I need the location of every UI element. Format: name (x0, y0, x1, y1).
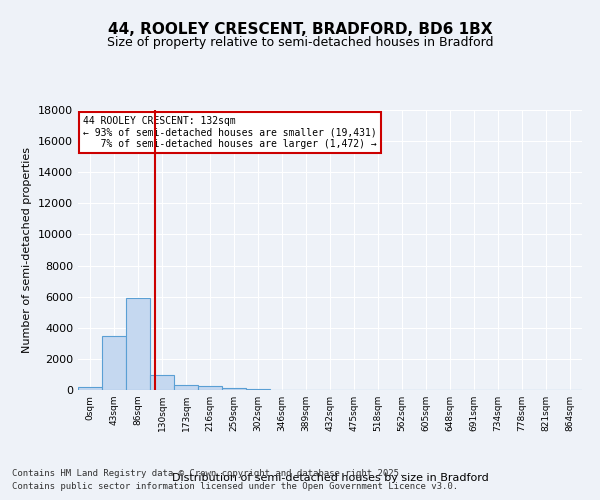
X-axis label: Distribution of semi-detached houses by size in Bradford: Distribution of semi-detached houses by … (172, 473, 488, 483)
Text: Size of property relative to semi-detached houses in Bradford: Size of property relative to semi-detach… (107, 36, 493, 49)
Y-axis label: Number of semi-detached properties: Number of semi-detached properties (22, 147, 32, 353)
Bar (102, 336, 126, 390)
Bar (246, 389, 270, 390)
Bar (174, 385, 198, 390)
Text: 44 ROOLEY CRESCENT: 132sqm
← 93% of semi-detached houses are smaller (19,431)
  : 44 ROOLEY CRESCENT: 132sqm ← 93% of semi… (83, 116, 377, 149)
Bar (222, 388, 246, 390)
Bar (198, 386, 222, 390)
Text: Contains public sector information licensed under the Open Government Licence v3: Contains public sector information licen… (12, 482, 458, 491)
Text: Contains HM Land Registry data © Crown copyright and database right 2025.: Contains HM Land Registry data © Crown c… (12, 468, 404, 477)
Bar (126, 298, 150, 390)
Text: 44, ROOLEY CRESCENT, BRADFORD, BD6 1BX: 44, ROOLEY CRESCENT, BRADFORD, BD6 1BX (108, 22, 492, 38)
Bar (78, 387, 102, 390)
Bar (150, 375, 174, 390)
